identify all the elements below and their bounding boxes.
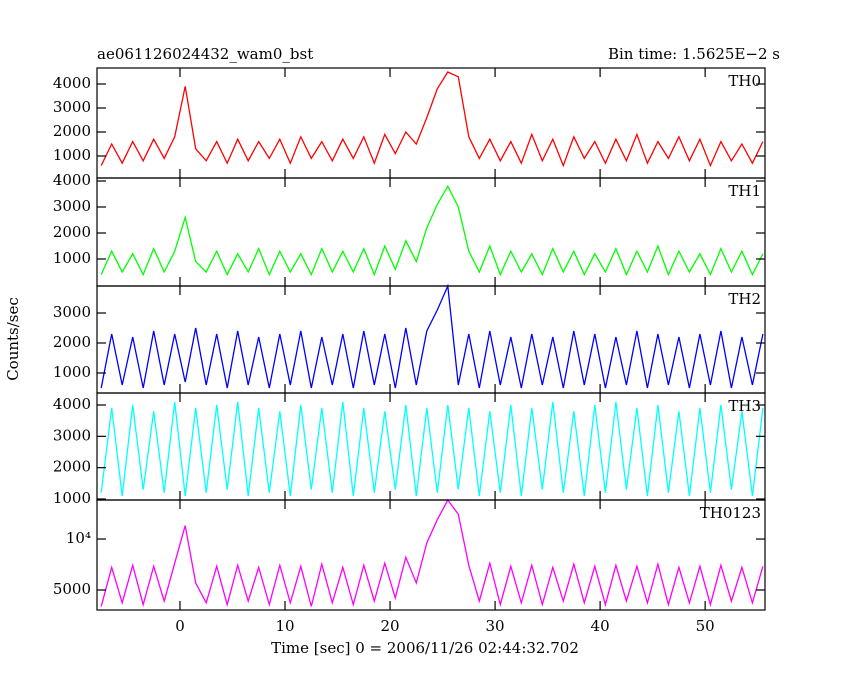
data-line [100, 498, 764, 608]
panel-label: TH2 [728, 290, 761, 308]
panel-label: TH0 [728, 72, 761, 90]
panel-frame [96, 177, 766, 287]
panel-frame [96, 67, 766, 179]
y-tick-label: 1000 [53, 146, 91, 164]
y-tick-label: 2000 [53, 458, 91, 476]
x-tick-label: 0 [175, 617, 185, 635]
y-tick-label: 3000 [53, 98, 91, 116]
y-tick-label: 2000 [53, 223, 91, 241]
chart-subtitle: Bin time: 1.5625E−2 s [608, 45, 780, 63]
data-line [100, 71, 764, 168]
y-tick-label: 3000 [53, 197, 91, 215]
y-tick-label: 3000 [53, 303, 91, 321]
y-tick-label: 3000 [53, 426, 91, 444]
panel-label: TH3 [728, 397, 761, 415]
y-axis-label: Counts/sec [4, 297, 22, 381]
panel-label: TH1 [728, 182, 761, 200]
y-tick-label: 1000 [53, 249, 91, 267]
x-tick-label: 20 [380, 617, 399, 635]
y-tick-label: 4000 [53, 74, 91, 92]
chart-title: ae061126024432_wam0_bst [97, 45, 313, 63]
x-tick-label: 50 [696, 617, 715, 635]
data-line [100, 184, 764, 277]
y-tick-label: 5000 [53, 580, 91, 598]
data-line [100, 401, 764, 496]
data-line [100, 283, 764, 389]
y-tick-label: 2000 [53, 333, 91, 351]
x-tick-label: 10 [275, 617, 294, 635]
x-tick-label: 40 [591, 617, 610, 635]
panel-frame [96, 499, 766, 611]
y-tick-label: 10⁴ [66, 529, 91, 547]
panel-label: TH0123 [700, 504, 761, 522]
x-tick-label: 30 [486, 617, 505, 635]
y-tick-label: 1000 [53, 363, 91, 381]
y-tick-label: 2000 [53, 122, 91, 140]
y-tick-label: 4000 [53, 171, 91, 189]
y-tick-label: 4000 [53, 395, 91, 413]
x-axis-label: Time [sec] 0 = 2006/11/26 02:44:32.702 [271, 639, 579, 657]
y-tick-label: 1000 [53, 489, 91, 507]
